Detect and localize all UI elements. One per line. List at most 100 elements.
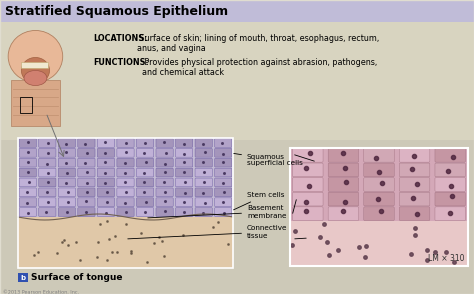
FancyBboxPatch shape bbox=[156, 178, 173, 187]
FancyBboxPatch shape bbox=[117, 148, 134, 157]
FancyBboxPatch shape bbox=[117, 188, 134, 197]
FancyBboxPatch shape bbox=[137, 148, 154, 157]
FancyBboxPatch shape bbox=[58, 208, 75, 216]
FancyBboxPatch shape bbox=[97, 208, 115, 216]
FancyBboxPatch shape bbox=[435, 163, 465, 177]
FancyBboxPatch shape bbox=[328, 192, 359, 206]
FancyBboxPatch shape bbox=[400, 163, 430, 177]
FancyBboxPatch shape bbox=[292, 207, 323, 220]
FancyBboxPatch shape bbox=[97, 168, 115, 177]
FancyBboxPatch shape bbox=[19, 168, 36, 177]
FancyBboxPatch shape bbox=[19, 158, 36, 167]
FancyBboxPatch shape bbox=[58, 158, 75, 167]
FancyBboxPatch shape bbox=[58, 148, 75, 157]
FancyBboxPatch shape bbox=[292, 148, 323, 162]
FancyBboxPatch shape bbox=[215, 138, 232, 147]
FancyBboxPatch shape bbox=[215, 168, 232, 177]
Text: Stem cells: Stem cells bbox=[234, 192, 284, 210]
FancyBboxPatch shape bbox=[0, 22, 474, 140]
FancyBboxPatch shape bbox=[364, 178, 394, 191]
FancyBboxPatch shape bbox=[58, 178, 75, 187]
Ellipse shape bbox=[24, 71, 47, 86]
FancyBboxPatch shape bbox=[137, 208, 154, 216]
FancyBboxPatch shape bbox=[215, 148, 232, 157]
FancyBboxPatch shape bbox=[156, 168, 173, 177]
FancyBboxPatch shape bbox=[117, 158, 134, 167]
FancyBboxPatch shape bbox=[215, 158, 232, 167]
FancyBboxPatch shape bbox=[137, 168, 154, 177]
FancyBboxPatch shape bbox=[97, 138, 115, 147]
FancyBboxPatch shape bbox=[328, 163, 359, 177]
FancyBboxPatch shape bbox=[156, 208, 173, 216]
Text: Provides physical protection against abrasion, pathogens,
and chemical attack: Provides physical protection against abr… bbox=[142, 58, 377, 77]
FancyBboxPatch shape bbox=[435, 178, 465, 191]
FancyBboxPatch shape bbox=[292, 192, 323, 206]
FancyBboxPatch shape bbox=[18, 138, 233, 217]
FancyBboxPatch shape bbox=[328, 148, 359, 162]
FancyBboxPatch shape bbox=[364, 207, 394, 220]
Text: Basement
membrane: Basement membrane bbox=[148, 206, 286, 218]
FancyBboxPatch shape bbox=[400, 192, 430, 206]
FancyBboxPatch shape bbox=[19, 198, 36, 207]
FancyBboxPatch shape bbox=[78, 178, 95, 187]
FancyBboxPatch shape bbox=[400, 178, 430, 191]
FancyBboxPatch shape bbox=[195, 148, 212, 157]
FancyBboxPatch shape bbox=[290, 148, 468, 221]
FancyBboxPatch shape bbox=[97, 188, 115, 197]
FancyBboxPatch shape bbox=[400, 148, 430, 162]
FancyBboxPatch shape bbox=[117, 168, 134, 177]
FancyBboxPatch shape bbox=[19, 148, 36, 157]
FancyBboxPatch shape bbox=[195, 178, 212, 187]
FancyBboxPatch shape bbox=[137, 178, 154, 187]
FancyBboxPatch shape bbox=[39, 148, 56, 157]
FancyBboxPatch shape bbox=[78, 158, 95, 167]
FancyBboxPatch shape bbox=[11, 80, 60, 126]
FancyBboxPatch shape bbox=[195, 208, 212, 216]
Text: LM × 310: LM × 310 bbox=[428, 254, 465, 263]
FancyBboxPatch shape bbox=[435, 192, 465, 206]
FancyBboxPatch shape bbox=[195, 188, 212, 197]
FancyBboxPatch shape bbox=[292, 178, 323, 191]
FancyBboxPatch shape bbox=[328, 178, 359, 191]
FancyBboxPatch shape bbox=[58, 168, 75, 177]
Text: FUNCTIONS:: FUNCTIONS: bbox=[93, 58, 149, 67]
FancyBboxPatch shape bbox=[78, 188, 95, 197]
Text: b: b bbox=[20, 275, 26, 280]
FancyBboxPatch shape bbox=[19, 138, 36, 147]
FancyBboxPatch shape bbox=[0, 0, 474, 22]
FancyBboxPatch shape bbox=[290, 221, 468, 266]
FancyBboxPatch shape bbox=[19, 188, 36, 197]
FancyBboxPatch shape bbox=[175, 148, 193, 157]
FancyBboxPatch shape bbox=[435, 148, 465, 162]
FancyBboxPatch shape bbox=[21, 62, 48, 68]
FancyBboxPatch shape bbox=[19, 178, 36, 187]
FancyBboxPatch shape bbox=[156, 138, 173, 147]
FancyBboxPatch shape bbox=[97, 198, 115, 207]
FancyBboxPatch shape bbox=[97, 158, 115, 167]
Ellipse shape bbox=[21, 58, 49, 83]
FancyBboxPatch shape bbox=[117, 178, 134, 187]
FancyBboxPatch shape bbox=[364, 148, 394, 162]
FancyBboxPatch shape bbox=[97, 148, 115, 157]
Text: Connective
tissue: Connective tissue bbox=[128, 225, 288, 239]
FancyBboxPatch shape bbox=[364, 163, 394, 177]
FancyBboxPatch shape bbox=[19, 208, 36, 216]
FancyBboxPatch shape bbox=[58, 198, 75, 207]
Text: Surface of tongue: Surface of tongue bbox=[31, 273, 122, 282]
FancyBboxPatch shape bbox=[78, 138, 95, 147]
FancyBboxPatch shape bbox=[39, 198, 56, 207]
FancyBboxPatch shape bbox=[39, 208, 56, 216]
FancyBboxPatch shape bbox=[435, 207, 465, 220]
Text: Surface of skin; lining of mouth, throat, esophagus, rectum,
anus, and vagina: Surface of skin; lining of mouth, throat… bbox=[137, 34, 379, 54]
FancyBboxPatch shape bbox=[195, 138, 212, 147]
FancyBboxPatch shape bbox=[175, 168, 193, 177]
FancyBboxPatch shape bbox=[195, 158, 212, 167]
FancyBboxPatch shape bbox=[328, 207, 359, 220]
FancyBboxPatch shape bbox=[175, 208, 193, 216]
FancyBboxPatch shape bbox=[156, 158, 173, 167]
FancyBboxPatch shape bbox=[58, 188, 75, 197]
FancyBboxPatch shape bbox=[18, 217, 233, 268]
FancyBboxPatch shape bbox=[39, 158, 56, 167]
FancyBboxPatch shape bbox=[156, 198, 173, 207]
Ellipse shape bbox=[8, 31, 63, 82]
